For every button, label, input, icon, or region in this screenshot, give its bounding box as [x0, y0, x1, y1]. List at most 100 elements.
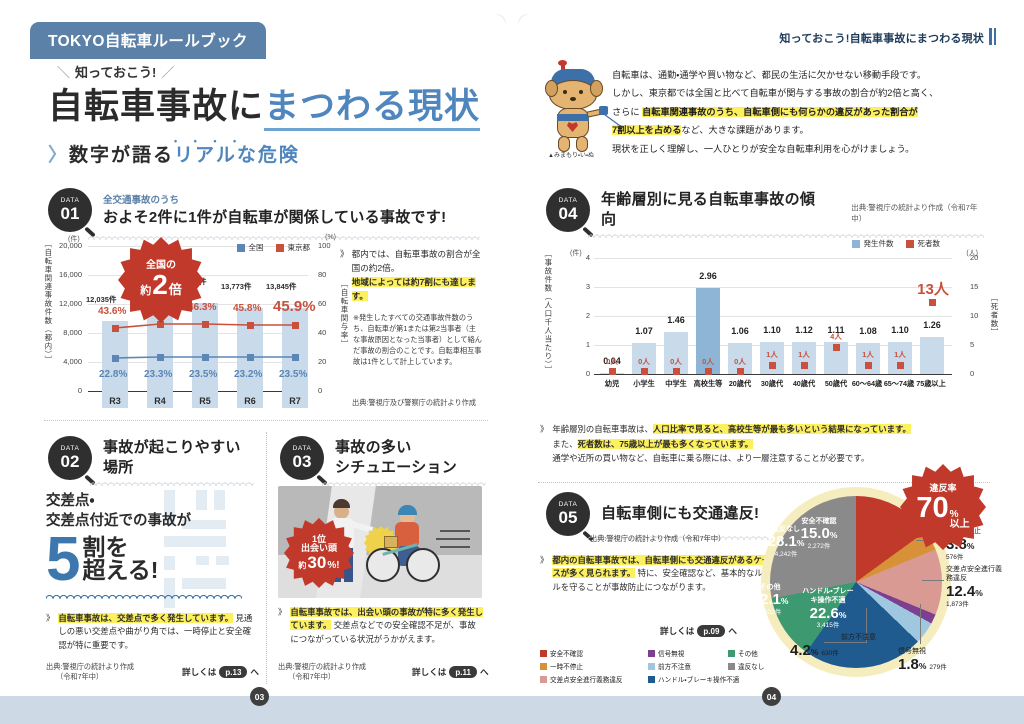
data04-header: DATA 04 年齢層別に見る自転車事故の傾向 出典:警視庁の統計より作成（令和… — [546, 188, 986, 238]
data04-note-lead2: また、 — [552, 438, 578, 449]
pie-legend-label-7: ハンドル・ブレーキ操作不適 — [658, 677, 740, 684]
data04-death-label-2: 0人 — [670, 357, 682, 366]
data02-more-link[interactable]: 詳しくは p.13 へ — [182, 666, 259, 678]
data04-death-marker-10 — [928, 299, 936, 306]
data04-ytick-0: 0 — [585, 369, 590, 378]
data02-big-number: 5 — [46, 525, 81, 595]
pie-legend-label-4: 前方不注意 — [658, 664, 691, 671]
data03-burst-rank: 1位 — [311, 533, 326, 544]
pie-label-noviolation-count: 4,242件 — [774, 550, 798, 558]
data01-xlabel-R4: R4 — [154, 396, 166, 406]
data05-more-link[interactable]: 詳しくは p.09 へ — [660, 625, 737, 637]
pie-legend-label-0: 安全不確認 — [550, 651, 583, 658]
pie-label-noviolation: 違反なし 28.1% 4,242件 — [754, 526, 818, 558]
pie-label-safety-unconfirmed-count: 2,272件 — [807, 542, 831, 550]
data02-line2: 交差点付近での事故が — [46, 512, 191, 529]
data01-note-highlight: 地域によっては約7割にも達します。 — [351, 276, 476, 301]
data04-death-label-10: 13人 — [917, 281, 949, 298]
data02-note: 》 自転車事故は、交差点で多く発生しています。 見通しの悪い交差点や曲がり角では… — [46, 612, 254, 652]
data01-pct-tokyo-R5: 46.3% — [188, 302, 217, 313]
data01-point-tokyo-R3 — [111, 324, 119, 332]
data04-value-2: 1.46 — [667, 315, 685, 325]
data03-rank-burst: 1位 出会い頭 約 30 %! — [284, 518, 354, 588]
data01-point-national-R4 — [156, 353, 164, 361]
headline-plain: 自転車事故に — [48, 87, 265, 126]
data04-value-8: 1.08 — [859, 326, 877, 336]
pie-label-safety-unconfirmed-name: 安全不確認 — [801, 518, 837, 525]
pie-legend-label-5: 違反なし — [738, 664, 765, 671]
data01-y2tick-80: 80 — [318, 270, 327, 279]
data01-legend-item-1: 東京都 — [275, 242, 310, 253]
data03-badge-number: 03 — [292, 452, 312, 472]
pie-legend-item-3: 一時不停止 — [540, 661, 648, 671]
data03-note-marker: 》 — [278, 607, 287, 617]
data05-badge: DATA 05 — [546, 492, 594, 542]
pie-label-other-count: 1,822件 — [758, 608, 782, 616]
data04-ytick-2: 2 — [585, 311, 590, 320]
data04-death-label-6: 1人 — [798, 350, 810, 359]
data02-more-suffix: へ — [250, 667, 260, 677]
data01-point-tokyo-R4 — [156, 320, 164, 328]
data04-legend-label-1: 死者数 — [917, 239, 941, 248]
intro-line-1: しかし、東京都では全国と比べて自転車が関与する事故の割合が約2倍と高く、 — [612, 88, 939, 99]
pie-outside-label-forward: 前方不注意 4.2% 630件 — [790, 634, 876, 660]
data03-burst-name: 出会い頭 — [300, 543, 337, 554]
data01-note-marker: 》 — [340, 249, 349, 259]
running-head-mark-icon — [989, 28, 998, 45]
data04-death-marker-6 — [800, 362, 808, 369]
data01-header: DATA 01 全交通事故のうち およそ2件に1件が自転車が関係している事故です… — [48, 188, 488, 238]
data02-line1: 交差点・ — [46, 493, 95, 509]
data04-note-highlight1: 人口比率で見ると、高校生等が最も多いという結果になっています。 — [652, 424, 911, 434]
data05-source: 出典:警視庁の統計より作成（令和7年中） — [590, 534, 726, 543]
data02-big-sub2: 超える! — [82, 556, 159, 583]
data01-legend-label-0: 全国 — [248, 243, 264, 252]
data05-pie-chart: 安全不確認 15.0% 2,272件 ハンドル・ブレーキ操作不適 22.6% 3… — [752, 487, 951, 677]
data04-bar-2 — [664, 332, 688, 374]
data04-value-0: 0.04 — [603, 356, 621, 366]
mascot-caption: ▲みまもり・い・ぬ — [548, 153, 595, 159]
data04-legend-label-0: 発生件数 — [863, 239, 894, 248]
running-head: 知っておこう!自転車事故にまつわる現状 — [779, 33, 984, 45]
data04-value-9: 1.10 — [891, 325, 909, 335]
data03-badge-label: DATA — [292, 444, 312, 452]
data04-xlabel-5: 30歳代 — [760, 379, 784, 388]
data04-plot-area: 0.04 1.07 1.46 2.96 1.06 1.10 1.12 1.11 … — [594, 250, 952, 388]
data05-burst-unit: % — [949, 508, 959, 520]
data03-more-text: 詳しくは — [412, 667, 447, 677]
data04-death-label-7: 4人 — [830, 332, 842, 341]
data01-badge-label: DATA — [60, 196, 80, 204]
data03-more-suffix: へ — [479, 667, 489, 677]
data01-y2-ticks: 100 80 60 40 20 0 — [46, 236, 336, 408]
data04-xlabel-4: 20歳代 — [728, 379, 752, 388]
data01-burst-big: 2 — [152, 269, 168, 301]
pie-outside-forward-pct: 4.2 — [790, 642, 811, 660]
data05-burst-label: 違反率 — [929, 483, 957, 494]
data01-xlabel-R5: R5 — [199, 396, 211, 406]
data04-xlabel-8: 60〜64歳 — [851, 379, 883, 388]
data01-point-national-R6 — [246, 353, 254, 361]
pie-label-other-pct: 12.1 — [751, 590, 781, 608]
data01-xlabel-R3: R3 — [109, 396, 121, 406]
data04-bar-10 — [920, 337, 944, 374]
data01-pct-tokyo-R6: 45.8% — [233, 303, 262, 314]
data04-note-lead1: 年齢層別の自転車事故は、 — [552, 424, 653, 434]
data01-burst-pre: 約 — [140, 285, 152, 298]
intro-paragraph: 自転車は、通勤・通学や買い物など、都民の生活に欠かせない移動手段です。 しかし、… — [612, 66, 984, 158]
data01-y2tick-100: 100 — [318, 241, 331, 250]
data04-death-label-3: 0人 — [702, 357, 714, 366]
left-divider — [44, 420, 488, 421]
data04-value-3: 2.96 — [699, 271, 717, 281]
data05-more-text: 詳しくは — [660, 626, 695, 636]
data03-note: 》 自転車事故では、出会い頭の事故が特に多く発生しています。 交差点などでの安全… — [278, 606, 484, 646]
pie-outside-intersection-pct: 12.4 — [946, 583, 976, 601]
data05-note-marker: 》 — [540, 555, 549, 565]
data04-bar-3 — [696, 288, 720, 374]
right-page-number: 04 — [762, 687, 781, 706]
data03-more-link[interactable]: 詳しくは p.11 へ — [412, 666, 489, 678]
data01-y2-axis-title: ［自転車関与率］ — [340, 280, 349, 348]
kicker: ＼ 知っておこう! ／ — [52, 62, 179, 81]
data01-ytick-16000: 16,000 — [59, 270, 82, 279]
data03-title: 事故の多い シチュエーション — [335, 438, 457, 479]
data03-source-line2: （令和7年中） — [288, 672, 336, 682]
